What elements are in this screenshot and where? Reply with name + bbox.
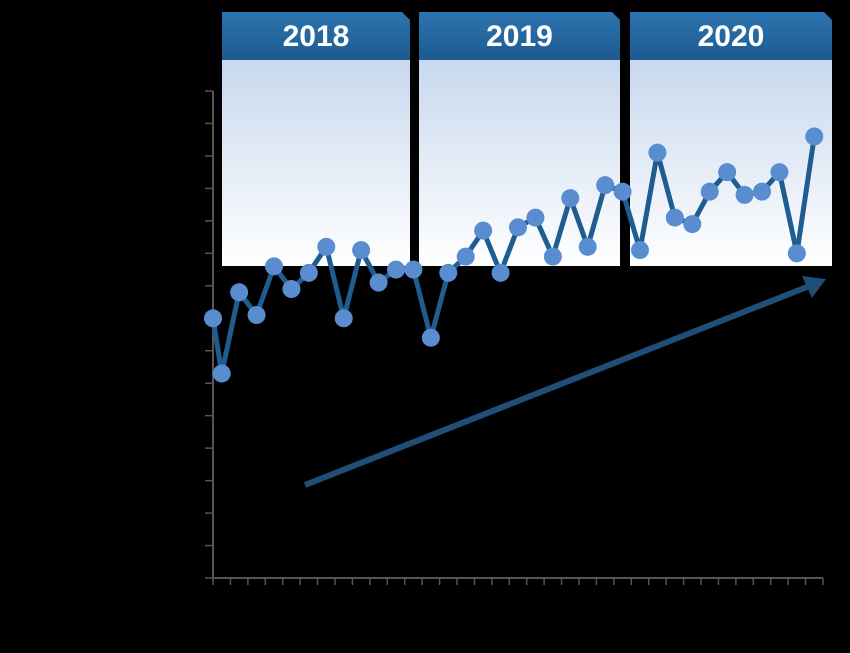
data-point: [526, 208, 545, 227]
data-point: [491, 263, 510, 282]
panel-header: [419, 12, 620, 60]
data-point: [578, 237, 597, 256]
data-point: [700, 182, 719, 201]
data-point: [753, 182, 771, 201]
data-point: [509, 218, 527, 237]
data-point: [456, 247, 475, 266]
data-point: [613, 182, 632, 201]
data-point: [369, 273, 388, 292]
data-point: [247, 306, 266, 325]
data-point: [596, 176, 615, 195]
panel-header: [222, 12, 410, 60]
data-point: [404, 260, 423, 279]
data-point: [334, 309, 353, 328]
data-point: [561, 189, 580, 208]
data-point: [317, 237, 336, 256]
data-point: [204, 309, 222, 328]
data-point: [212, 364, 231, 383]
panel-header: [630, 12, 832, 60]
data-point: [631, 241, 649, 260]
data-point: [299, 263, 318, 282]
data-point: [387, 260, 405, 279]
data-point: [474, 221, 493, 240]
panel-body: [222, 60, 410, 266]
data-point: [805, 127, 824, 146]
data-point: [648, 143, 667, 162]
data-point: [718, 163, 737, 182]
year-label: 2020: [698, 20, 765, 53]
data-point: [683, 215, 702, 234]
data-point: [282, 280, 301, 299]
data-point: [770, 163, 789, 182]
year-label: 2019: [486, 20, 553, 53]
data-point: [352, 241, 371, 260]
data-point: [735, 185, 754, 204]
data-point: [543, 247, 562, 266]
data-point: [439, 263, 458, 282]
year-label: 2018: [283, 20, 350, 53]
data-point: [787, 244, 806, 263]
data-point: [265, 257, 283, 276]
trend-arrow-head: [802, 276, 826, 298]
trend-arrow: [303, 282, 814, 488]
data-point: [421, 328, 440, 347]
data-point: [665, 208, 684, 227]
data-point: [230, 283, 249, 302]
